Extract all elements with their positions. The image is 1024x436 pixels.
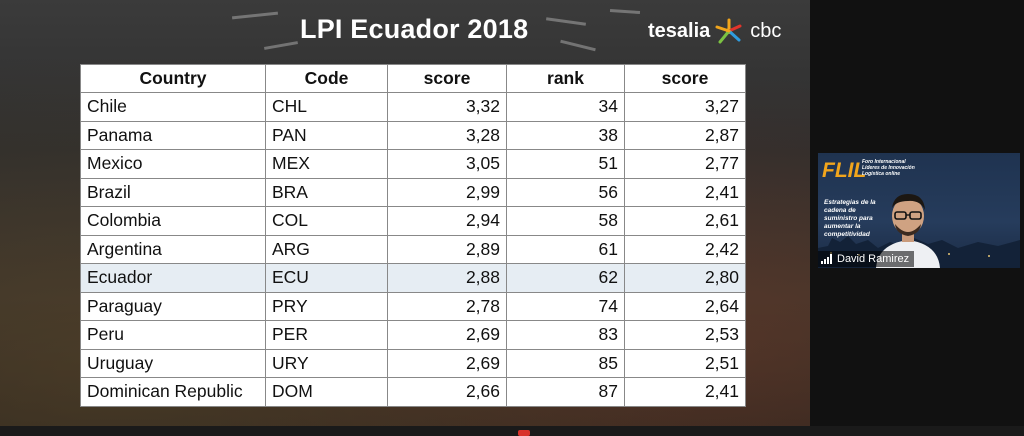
cell-rank: 61	[506, 234, 625, 264]
cell-country: Brazil	[80, 177, 266, 207]
header-score: score	[387, 64, 507, 93]
cell-country: Ecuador	[80, 263, 266, 293]
logo-text-tesalia: tesalia	[648, 19, 711, 42]
cell-code: URY	[265, 348, 388, 378]
star-burst-icon	[715, 18, 742, 44]
cell-code: ARG	[265, 234, 388, 264]
cell-rank: 85	[506, 348, 625, 378]
meeting-toolbar	[0, 426, 1024, 436]
cell-score: 3,05	[387, 149, 507, 179]
cell-rank: 56	[506, 177, 625, 207]
lpi-table: Country Code score rank score Chile CHL 3,…	[80, 64, 746, 407]
table-row: Panama PAN 3,28 38 2,87	[80, 120, 746, 150]
cell-score-2: 2,80	[624, 263, 746, 293]
cell-score-2: 2,41	[624, 377, 746, 407]
table-row: Peru PER 2,69 83 2,53	[80, 320, 746, 350]
cell-country: Paraguay	[80, 291, 266, 321]
header-code: Code	[265, 64, 388, 93]
cell-code: DOM	[265, 377, 388, 407]
cell-country: Uruguay	[80, 348, 266, 378]
cell-score-2: 2,77	[624, 149, 746, 179]
event-tagline: Estrategias de la cadena de suministro p…	[824, 199, 876, 238]
cell-country: Peru	[80, 320, 266, 350]
cell-score: 2,69	[387, 348, 507, 378]
cell-score: 3,28	[387, 120, 507, 150]
connection-signal-icon	[821, 254, 832, 264]
ceiling-light	[231, 11, 279, 20]
cell-code: MEX	[265, 149, 388, 179]
cell-score-2: 2,64	[624, 291, 746, 321]
table-row: Colombia COL 2,94 58 2,61	[80, 206, 746, 236]
table-row: Brazil BRA 2,99 56 2,41	[80, 177, 746, 207]
cell-score-2: 2,51	[624, 348, 746, 378]
cell-score-2: 2,87	[624, 120, 746, 150]
header-rank: rank	[506, 64, 625, 93]
cell-code: PRY	[265, 291, 388, 321]
cell-score: 2,88	[387, 263, 507, 293]
table-row: Ecuador ECU 2,88 62 2,80	[80, 263, 746, 293]
cell-code: PAN	[265, 120, 388, 150]
table-row: Chile CHL 3,32 34 3,27	[80, 92, 746, 122]
ceiling-light	[545, 17, 587, 26]
ceiling-light	[263, 41, 299, 50]
cell-country: Panama	[80, 120, 266, 150]
header-score-2: score	[624, 64, 746, 93]
slide-title: LPI Ecuador 2018	[300, 14, 529, 44]
table-row: Argentina ARG 2,89 61 2,42	[80, 234, 746, 264]
cell-score: 2,66	[387, 377, 507, 407]
cell-score-2: 2,42	[624, 234, 746, 264]
logo-text-cbc: cbc	[750, 19, 782, 42]
cell-score-2: 2,53	[624, 320, 746, 350]
tesalia-cbc-logo: tesalia cbc	[648, 18, 781, 44]
cell-country: Colombia	[80, 206, 266, 236]
header-country: Country	[80, 64, 266, 93]
cell-rank: 74	[506, 291, 625, 321]
cell-rank: 34	[506, 92, 625, 122]
cell-country: Dominican Republic	[80, 377, 266, 407]
cell-code: COL	[265, 206, 388, 236]
table-body: Chile CHL 3,32 34 3,27 Panama PAN 3,28 38 2,87 Mex…	[80, 92, 746, 407]
table-header-row: Country Code score rank score	[80, 64, 746, 93]
cell-code: BRA	[265, 177, 388, 207]
cell-score: 2,99	[387, 177, 507, 207]
ceiling-light	[560, 39, 596, 52]
cell-country: Argentina	[80, 234, 266, 264]
cell-score-2: 2,41	[624, 177, 746, 207]
cell-score: 2,89	[387, 234, 507, 264]
cell-score-2: 2,61	[624, 206, 746, 236]
event-name-text: Foro Internacional Líderes de Innovación…	[862, 159, 915, 177]
flil-logo: FLIL	[822, 159, 867, 182]
participant-name-bar: David Ramirez	[818, 251, 915, 267]
participant-name: David Ramirez	[837, 253, 910, 265]
table-row: Uruguay URY 2,69 85 2,51	[80, 348, 746, 378]
shared-slide: LPI Ecuador 2018 tesalia cbc Country Cod…	[0, 0, 810, 426]
cell-score-2: 3,27	[624, 92, 746, 122]
cell-code: CHL	[265, 92, 388, 122]
cell-score: 2,94	[387, 206, 507, 236]
cell-code: PER	[265, 320, 388, 350]
cell-rank: 62	[506, 263, 625, 293]
table-row: Mexico MEX 3,05 51 2,77	[80, 149, 746, 179]
cell-country: Chile	[80, 92, 266, 122]
ceiling-light	[609, 8, 641, 15]
cell-score: 2,78	[387, 291, 507, 321]
table-row: Dominican Republic DOM 2,66 87 2,41	[80, 377, 746, 407]
cell-rank: 38	[506, 120, 625, 150]
cell-rank: 87	[506, 377, 625, 407]
cell-country: Mexico	[80, 149, 266, 179]
lpi-table-container: Country Code score rank score Chile CHL 3,…	[80, 64, 746, 407]
table-row: Paraguay PRY 2,78 74 2,64	[80, 291, 746, 321]
share-indicator-icon[interactable]	[518, 430, 530, 436]
cell-score: 3,32	[387, 92, 507, 122]
cell-rank: 58	[506, 206, 625, 236]
cell-rank: 51	[506, 149, 625, 179]
cell-rank: 83	[506, 320, 625, 350]
cell-score: 2,69	[387, 320, 507, 350]
cell-code: ECU	[265, 263, 388, 293]
